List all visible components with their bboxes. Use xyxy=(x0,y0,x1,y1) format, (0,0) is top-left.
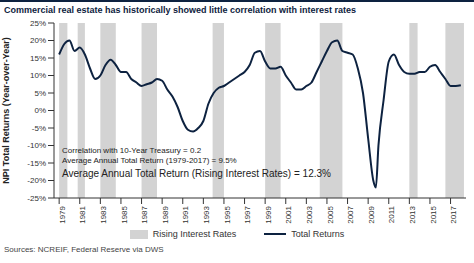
svg-text:1979: 1979 xyxy=(58,205,67,223)
svg-text:2001: 2001 xyxy=(284,205,293,223)
html-text:Correlation with 10-Year Treas: Correlation with 10-Year Treasury = 0.2 xyxy=(62,146,202,155)
svg-text:NPI Total Returns (Year-over-Y: NPI Total Returns (Year-over-Year) xyxy=(1,37,11,183)
html-text:Average Annual Total Return (1: Average Annual Total Return (1979-2017) … xyxy=(62,156,237,166)
svg-text:5%: 5% xyxy=(34,89,46,98)
svg-text:10%: 10% xyxy=(30,71,46,80)
svg-text:2013: 2013 xyxy=(408,205,417,223)
svg-text:2007: 2007 xyxy=(346,205,355,223)
html-text:Sources: NCREIF, Federal Reser: Sources: NCREIF, Federal Reserve via DWS xyxy=(4,245,164,254)
svg-text:0%: 0% xyxy=(34,106,46,115)
svg-text:15%: 15% xyxy=(30,54,46,63)
svg-text:1997: 1997 xyxy=(243,205,252,223)
svg-text:2009: 2009 xyxy=(367,205,376,223)
svg-text:1993: 1993 xyxy=(202,205,211,223)
svg-text:-10%: -10% xyxy=(27,141,46,150)
svg-text:1999: 1999 xyxy=(264,205,273,223)
svg-text:2015: 2015 xyxy=(429,205,438,223)
svg-text:2003: 2003 xyxy=(305,205,314,223)
svg-text:2017: 2017 xyxy=(449,205,458,223)
svg-text:1985: 1985 xyxy=(120,205,129,223)
html-text:Average Annual Total Return (R: Average Annual Total Return (Rising Inte… xyxy=(62,167,331,179)
svg-text:-25%: -25% xyxy=(27,194,46,203)
svg-text:-20%: -20% xyxy=(27,176,46,185)
html-text:Rising Interest Rates: Rising Interest Rates xyxy=(152,229,237,239)
html-text:Total Returns: Total Returns xyxy=(291,229,345,239)
svg-text:1981: 1981 xyxy=(78,205,87,223)
html-text:Commercial real estate has his: Commercial real estate has historically … xyxy=(4,5,357,15)
svg-text:25%: 25% xyxy=(30,19,46,28)
svg-text:20%: 20% xyxy=(30,36,46,45)
svg-text:2011: 2011 xyxy=(387,205,396,223)
svg-text:1987: 1987 xyxy=(140,205,149,223)
svg-text:1989: 1989 xyxy=(161,205,170,223)
svg-text:1983: 1983 xyxy=(99,205,108,223)
svg-text:-5%: -5% xyxy=(32,124,46,133)
svg-text:1995: 1995 xyxy=(223,205,232,223)
svg-text:1991: 1991 xyxy=(181,205,190,223)
svg-text:-15%: -15% xyxy=(27,159,46,168)
svg-text:2005: 2005 xyxy=(326,205,335,223)
